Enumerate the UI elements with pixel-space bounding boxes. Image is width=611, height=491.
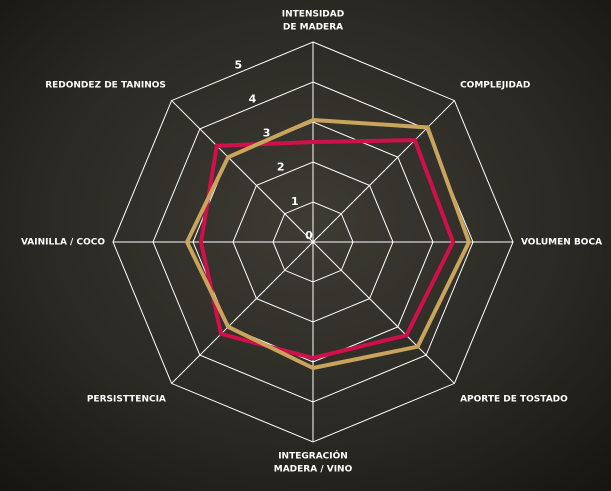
tick-label: 0 [305, 229, 313, 242]
axis-label: APORTE DE TOSTADO [460, 395, 568, 405]
tick-label: 2 [277, 161, 285, 174]
tick-label: 1 [291, 195, 299, 208]
page: {"chart_data": {"type": "radar", "catego… [0, 0, 611, 491]
tick-label: 5 [234, 58, 242, 71]
axis-label: VAINILLA / COCO [21, 238, 105, 248]
axis-label: COMPLEJIDAD [460, 80, 530, 90]
chart: 0 1 2 3 4 5 INTENSIDAD DE MADERA COMPLEJIDAD VOLU… [0, 0, 611, 491]
axis-label: MADERA / VINO [274, 465, 353, 475]
axis-label: REDONDEZ DE TANINOS [45, 80, 166, 90]
axis-label: DE MADERA [283, 23, 343, 33]
axis-label: VOLUMEN BOCA [521, 238, 602, 248]
axis-label: PERSISTTENCIA [87, 395, 166, 405]
axis-label: INTENSIDAD [282, 10, 344, 20]
tick-label: 3 [263, 127, 271, 140]
tick-label: 4 [249, 92, 257, 105]
axis-label: INTEGRACIÓN [278, 450, 348, 462]
